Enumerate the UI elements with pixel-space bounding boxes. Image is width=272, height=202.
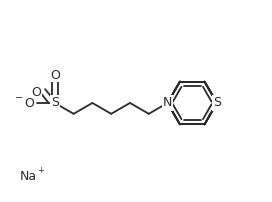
Text: N: N (163, 97, 172, 109)
Text: S: S (51, 97, 59, 109)
Text: O: O (31, 86, 41, 99)
Text: O: O (24, 97, 34, 110)
Text: S: S (213, 97, 221, 109)
Text: O: O (50, 69, 60, 82)
Text: Na: Na (20, 170, 37, 183)
Text: +: + (37, 165, 44, 175)
Text: −: − (15, 93, 23, 103)
